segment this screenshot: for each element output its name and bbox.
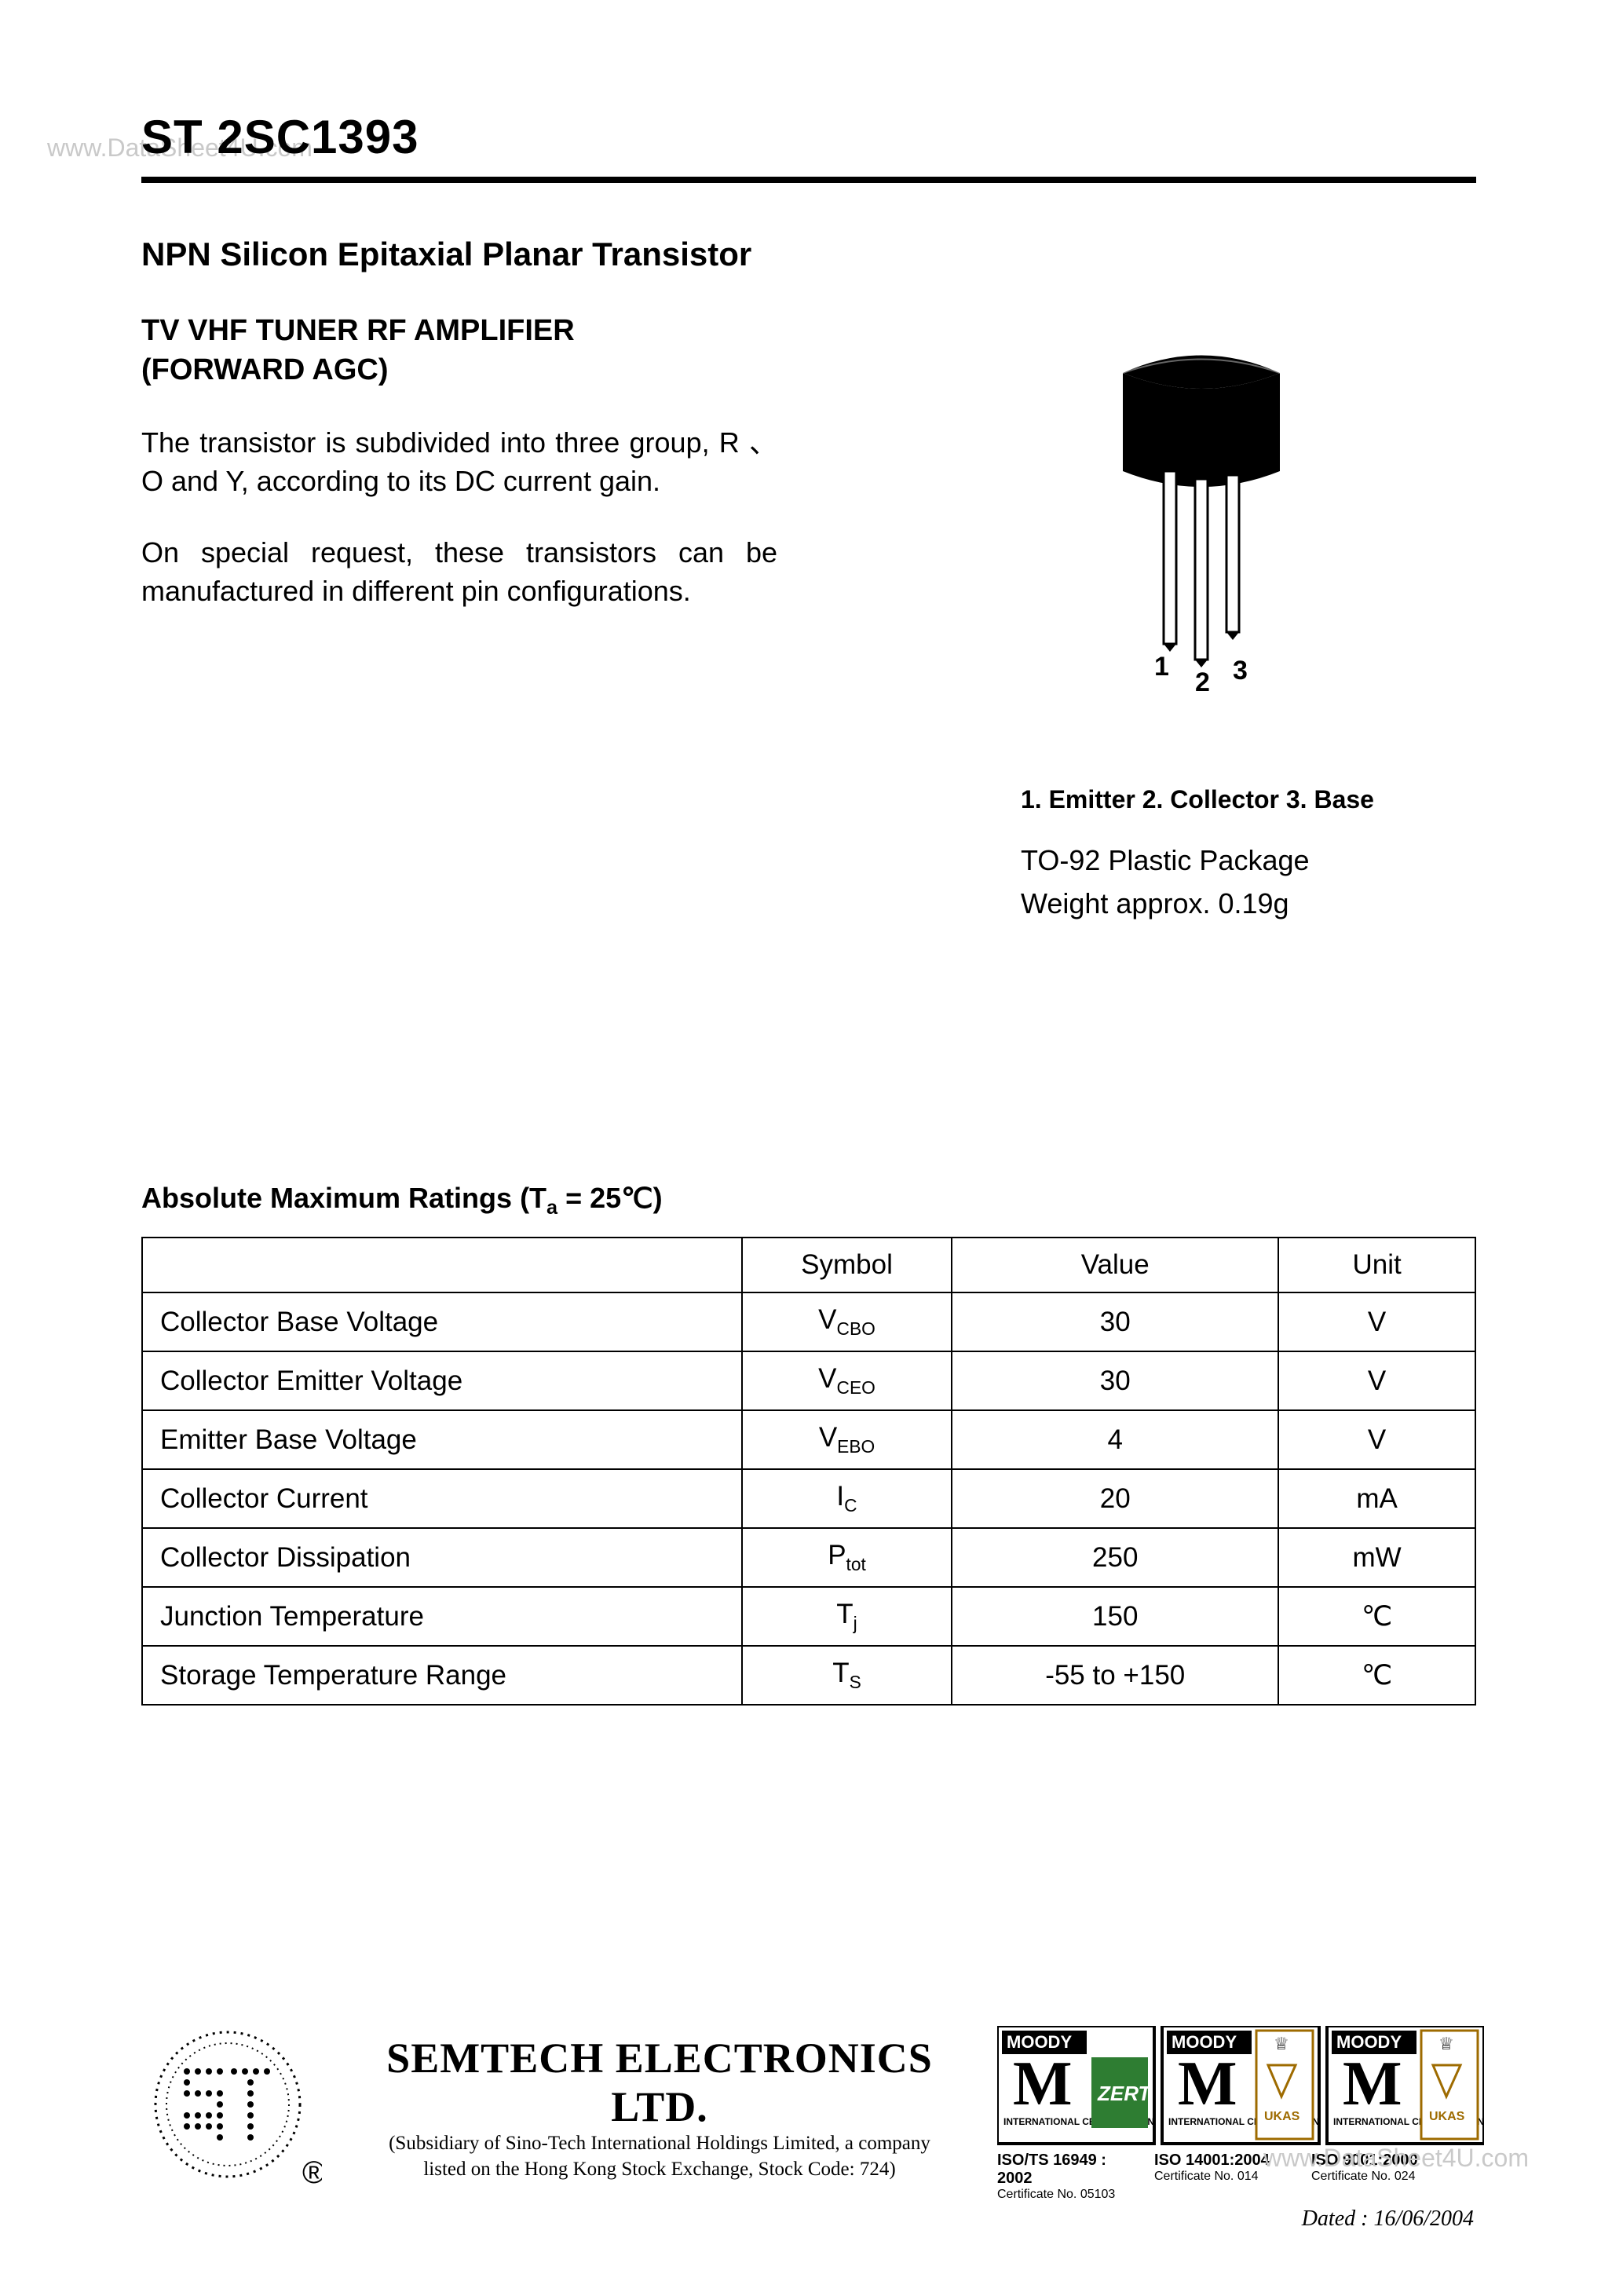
company-sub-2: listed on the Hong Kong Stock Exchange, …	[345, 2157, 974, 2183]
col-header-symbol: Symbol	[742, 1238, 952, 1292]
unit-cell: V	[1278, 1292, 1475, 1351]
svg-text:UKAS: UKAS	[1264, 2110, 1300, 2123]
company-sub-1: (Subsidiary of Sino-Tech International H…	[345, 2131, 974, 2157]
pin-label-3: 3	[1233, 656, 1248, 686]
col-header-unit: Unit	[1278, 1238, 1475, 1292]
value-cell: 20	[952, 1469, 1278, 1528]
unit-cell: V	[1278, 1410, 1475, 1469]
symbol-cell: Ptot	[742, 1528, 952, 1587]
unit-cell: ℃	[1278, 1587, 1475, 1646]
iso-cert-0: Certificate No. 05103	[997, 2188, 1131, 2202]
svg-text:ZERT: ZERT	[1097, 2082, 1153, 2105]
ratings-title-sub: a	[546, 1197, 557, 1219]
pinout-legend: 1. Emitter 2. Collector 3. Base	[1021, 785, 1374, 814]
unit-cell: ℃	[1278, 1646, 1475, 1705]
value-cell: 4	[952, 1410, 1278, 1469]
value-cell: 30	[952, 1351, 1278, 1410]
value-cell: 30	[952, 1292, 1278, 1351]
intro-paragraph-2: On special request, these transistors ca…	[141, 534, 777, 610]
svg-text:M: M	[1343, 2049, 1402, 2119]
certification-badges: MOODY M INTERNATIONAL CERTIFICATION ZERT…	[997, 2026, 1484, 2152]
table-row: Collector DissipationPtot250mW	[142, 1528, 1475, 1587]
svg-text:M: M	[1178, 2049, 1237, 2119]
subtitle-line-2: (FORWARD AGC)	[141, 353, 389, 387]
param-cell: Collector Emitter Voltage	[142, 1351, 742, 1410]
ratings-table: Symbol Value Unit Collector Base Voltage…	[141, 1237, 1476, 1706]
intro-paragraph-1: The transistor is subdivided into three …	[141, 424, 777, 500]
table-row: Collector Emitter VoltageVCEO30V	[142, 1351, 1475, 1410]
package-weight: Weight approx. 0.19g	[1021, 887, 1289, 920]
company-block: SEMTECH ELECTRONICS LTD. (Subsidiary of …	[345, 2034, 974, 2182]
symbol-cell: VCBO	[742, 1292, 952, 1351]
symbol-cell: VCEO	[742, 1351, 952, 1410]
pin-label-1: 1	[1154, 652, 1169, 682]
value-cell: 150	[952, 1587, 1278, 1646]
subtitle-line-1: TV VHF TUNER RF AMPLIFIER	[141, 314, 575, 348]
value-cell: 250	[952, 1528, 1278, 1587]
svg-text:UKAS: UKAS	[1429, 2110, 1465, 2123]
unit-cell: V	[1278, 1351, 1475, 1410]
value-cell: -55 to +150	[952, 1646, 1278, 1705]
product-title: NPN Silicon Epitaxial Planar Transistor	[141, 236, 751, 273]
col-header-value: Value	[952, 1238, 1278, 1292]
part-number: ST 2SC1393	[141, 110, 419, 164]
param-cell: Collector Dissipation	[142, 1528, 742, 1587]
registered-mark: ®	[302, 2155, 322, 2190]
unit-cell: mA	[1278, 1469, 1475, 1528]
param-cell: Emitter Base Voltage	[142, 1410, 742, 1469]
param-cell: Junction Temperature	[142, 1587, 742, 1646]
symbol-cell: TS	[742, 1646, 952, 1705]
table-row: Storage Temperature RangeTS-55 to +150℃	[142, 1646, 1475, 1705]
table-row: Collector CurrentIC20mA	[142, 1469, 1475, 1528]
param-cell: Storage Temperature Range	[142, 1646, 742, 1705]
table-row: Emitter Base VoltageVEBO4V	[142, 1410, 1475, 1469]
company-name: SEMTECH ELECTRONICS LTD.	[345, 2034, 974, 2131]
watermark-bottom: www.DataSheet4U.com	[1263, 2144, 1529, 2173]
symbol-cell: VEBO	[742, 1410, 952, 1469]
package-name: TO-92 Plastic Package	[1021, 844, 1310, 877]
ratings-title-prefix: Absolute Maximum Ratings (T	[141, 1182, 546, 1214]
svg-text:♕: ♕	[1438, 2034, 1454, 2053]
param-cell: Collector Base Voltage	[142, 1292, 742, 1351]
ratings-title-suffix: = 25℃)	[557, 1182, 663, 1214]
col-header-param	[142, 1238, 742, 1292]
iso-std-0: ISO/TS 16949 : 2002	[997, 2152, 1131, 2188]
pin-label-2: 2	[1195, 667, 1210, 697]
datasheet-page: www.DataSheet4U.com ST 2SC1393 NPN Silic…	[0, 0, 1623, 2296]
symbol-cell: IC	[742, 1469, 952, 1528]
unit-cell: mW	[1278, 1528, 1475, 1587]
dated: Dated : 16/06/2004	[1302, 2206, 1474, 2232]
table-header-row: Symbol Value Unit	[142, 1238, 1475, 1292]
header-rule	[141, 177, 1476, 183]
iso-item-0: ISO/TS 16949 : 2002 Certificate No. 0510…	[997, 2152, 1131, 2202]
svg-text:M: M	[1013, 2049, 1073, 2119]
ratings-title: Absolute Maximum Ratings (Ta = 25℃)	[141, 1182, 663, 1219]
company-logo: ®	[149, 2026, 322, 2191]
package-diagram: 1 2 3	[1091, 338, 1311, 699]
table-row: Junction TemperatureTj150℃	[142, 1587, 1475, 1646]
table-row: Collector Base VoltageVCBO30V	[142, 1292, 1475, 1351]
symbol-cell: Tj	[742, 1587, 952, 1646]
param-cell: Collector Current	[142, 1469, 742, 1528]
svg-text:♕: ♕	[1274, 2034, 1289, 2053]
